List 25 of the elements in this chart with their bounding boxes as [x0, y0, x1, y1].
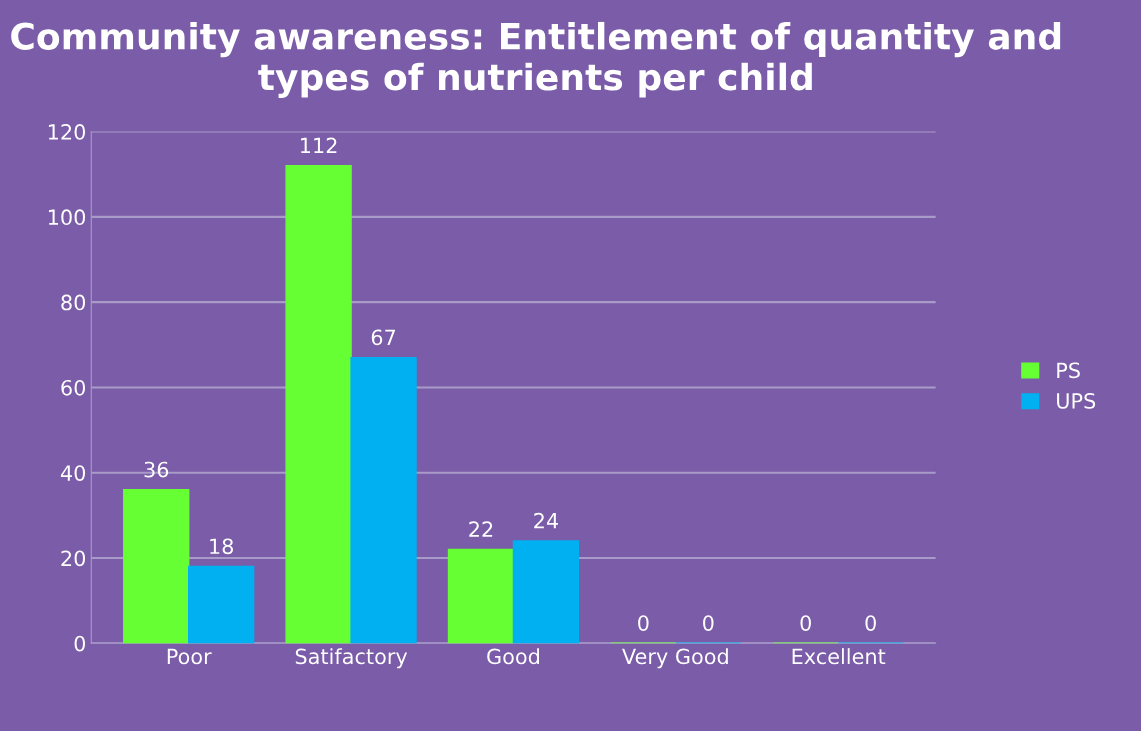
- y-tick-label: 0: [74, 635, 86, 652]
- data-label: 36: [144, 461, 169, 478]
- x-tick-label: Good: [487, 648, 539, 665]
- x-tick-label: Satifactory: [295, 648, 408, 669]
- y-tick-label: 60: [61, 379, 86, 396]
- legend-label: UPS: [1057, 393, 1096, 409]
- x-tick-label: Poor: [167, 648, 212, 665]
- legend-label: PS: [1057, 362, 1080, 379]
- data-label: 0: [800, 615, 811, 631]
- data-label: 67: [371, 329, 396, 346]
- data-label: 0: [638, 615, 649, 631]
- data-label: 112: [301, 137, 337, 154]
- y-tick-label: 80: [61, 294, 86, 311]
- y-tick-label: 40: [60, 465, 86, 481]
- x-tick-label: Very Good: [622, 648, 728, 669]
- data-label: 22: [469, 521, 493, 537]
- x-tick-label: Excellent: [792, 648, 886, 665]
- data-label: 24: [534, 512, 559, 529]
- chart-title: Community awareness: Entitlement of quantity and types of nutrients per child: [11, 21, 1061, 98]
- data-label: 0: [865, 615, 876, 631]
- data-label: 0: [703, 615, 714, 631]
- y-tick-label: 120: [48, 124, 86, 140]
- data-label: 18: [210, 538, 234, 555]
- y-tick-label: 20: [61, 550, 86, 567]
- y-tick-label: 100: [48, 209, 86, 226]
